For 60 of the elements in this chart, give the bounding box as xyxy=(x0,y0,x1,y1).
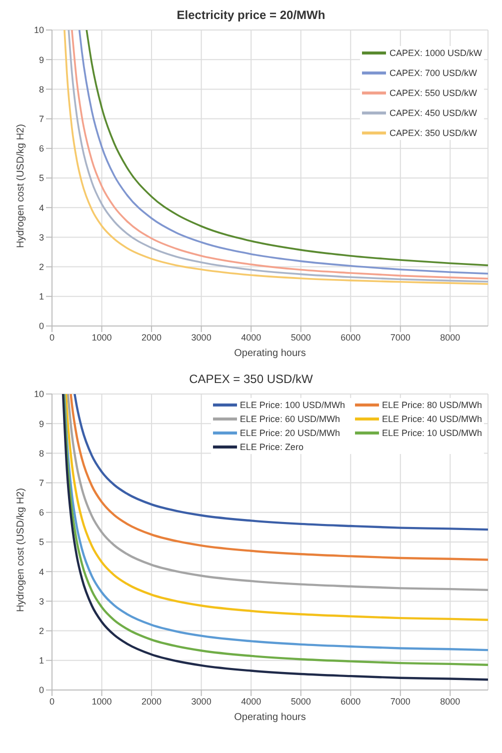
y-axis-title: Hydrogen cost (USD/kg H2) xyxy=(16,124,27,248)
y-tick-label: 5 xyxy=(38,537,44,548)
y-tick-label: 1 xyxy=(38,292,44,302)
x-tick-label: 6000 xyxy=(340,696,361,706)
x-tick-label: 2000 xyxy=(142,332,162,342)
x-tick-label: 4000 xyxy=(241,332,262,342)
line-series xyxy=(74,394,488,531)
x-tick-label: 5000 xyxy=(290,332,311,342)
x-tick-label: 8000 xyxy=(440,332,460,342)
x-tick-label: 0 xyxy=(49,696,55,706)
line-series xyxy=(70,394,488,561)
legend-label: CAPEX: 350 USD/kW xyxy=(389,128,477,138)
legend-label: CAPEX: 450 USD/kW xyxy=(389,108,477,118)
legend-label: ELE Price: 10 USD/MWh xyxy=(382,428,482,438)
legend-label: ELE Price: Zero xyxy=(240,442,304,452)
y-tick-label: 8 xyxy=(38,84,44,94)
y-tick-label: 2 xyxy=(38,626,44,636)
y-tick-label: 3 xyxy=(38,596,44,606)
y-tick-label: 4 xyxy=(38,566,44,577)
legend-label: CAPEX: 1000 USD/kW xyxy=(389,48,482,58)
y-tick-label: 0 xyxy=(38,321,44,332)
y-tick-label: 2 xyxy=(38,262,44,272)
y-tick-label: 3 xyxy=(38,232,44,242)
legend-label: ELE Price: 40 USD/MWh xyxy=(382,414,482,424)
legend-label: ELE Price: 100 USD/MWh xyxy=(240,400,345,410)
x-tick-label: 6000 xyxy=(340,332,361,342)
y-tick-label: 0 xyxy=(38,685,44,696)
x-tick-label: 8000 xyxy=(440,696,460,706)
chart-title: CAPEX = 350 USD/kW xyxy=(188,372,314,388)
x-tick-label: 5000 xyxy=(290,696,311,706)
y-tick-label: 9 xyxy=(38,54,44,65)
y-tick-label: 5 xyxy=(38,173,44,184)
chart-title: Electricity price = 20/MWh xyxy=(176,8,326,24)
x-tick-label: 7000 xyxy=(390,696,410,706)
x-tick-label: 3000 xyxy=(191,696,212,706)
x-axis-title: Operating hours xyxy=(234,712,306,723)
legend-label: ELE Price: 60 USD/MWh xyxy=(240,414,340,424)
y-axis-title: Hydrogen cost (USD/kg H2) xyxy=(16,488,27,612)
x-tick-label: 4000 xyxy=(241,696,262,706)
x-tick-label: 3000 xyxy=(191,332,212,342)
y-tick-label: 7 xyxy=(38,478,44,488)
x-tick-label: 2000 xyxy=(142,696,162,706)
legend-label: ELE Price: 80 USD/MWh xyxy=(382,400,482,410)
x-tick-label: 7000 xyxy=(390,332,410,342)
y-tick-label: 10 xyxy=(34,389,44,400)
x-tick-label: 0 xyxy=(49,332,55,342)
y-tick-label: 9 xyxy=(38,418,44,429)
y-tick-label: 4 xyxy=(38,202,44,213)
legend-label: CAPEX: 700 USD/kW xyxy=(389,68,477,78)
y-tick-label: 7 xyxy=(38,114,44,124)
y-tick-label: 1 xyxy=(38,656,44,666)
x-tick-label: 1000 xyxy=(92,332,112,342)
x-axis-title: Operating hours xyxy=(234,348,306,359)
legend-label: CAPEX: 550 USD/kW xyxy=(389,88,477,98)
y-tick-label: 10 xyxy=(34,25,44,36)
y-tick-label: 8 xyxy=(38,448,44,458)
y-tick-label: 6 xyxy=(38,144,44,154)
x-tick-label: 1000 xyxy=(92,696,112,706)
y-tick-label: 6 xyxy=(38,508,44,518)
legend-label: ELE Price: 20 USD/MWh xyxy=(240,428,340,438)
